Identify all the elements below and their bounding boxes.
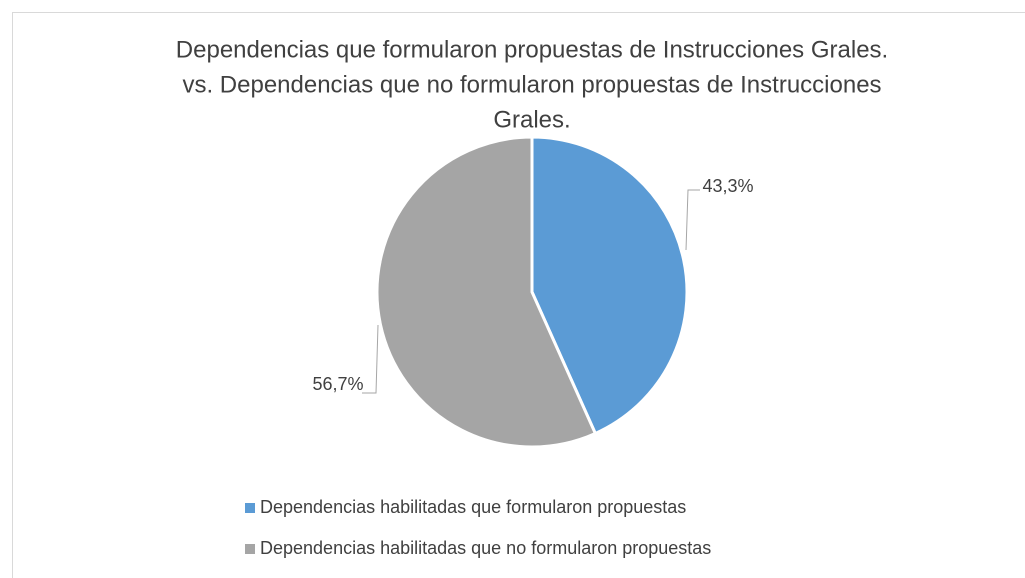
data-label: 56,7% [312, 374, 363, 394]
chart-title: Dependencias que formularon propuestas d… [176, 36, 888, 63]
legend-label: Dependencias habilitadas que no formular… [260, 538, 711, 558]
chart-title: vs. Dependencias que no formularon propu… [182, 71, 881, 98]
leader-line [362, 324, 379, 394]
chart-title: Grales. [493, 106, 570, 133]
legend-swatch [245, 503, 255, 513]
leader-line [685, 189, 700, 251]
legend-label: Dependencias habilitadas que formularon … [260, 497, 686, 517]
legend-swatch [245, 544, 255, 554]
pie-slice [375, 135, 598, 449]
pie-slice [530, 135, 689, 436]
data-label: 43,3% [702, 176, 753, 196]
